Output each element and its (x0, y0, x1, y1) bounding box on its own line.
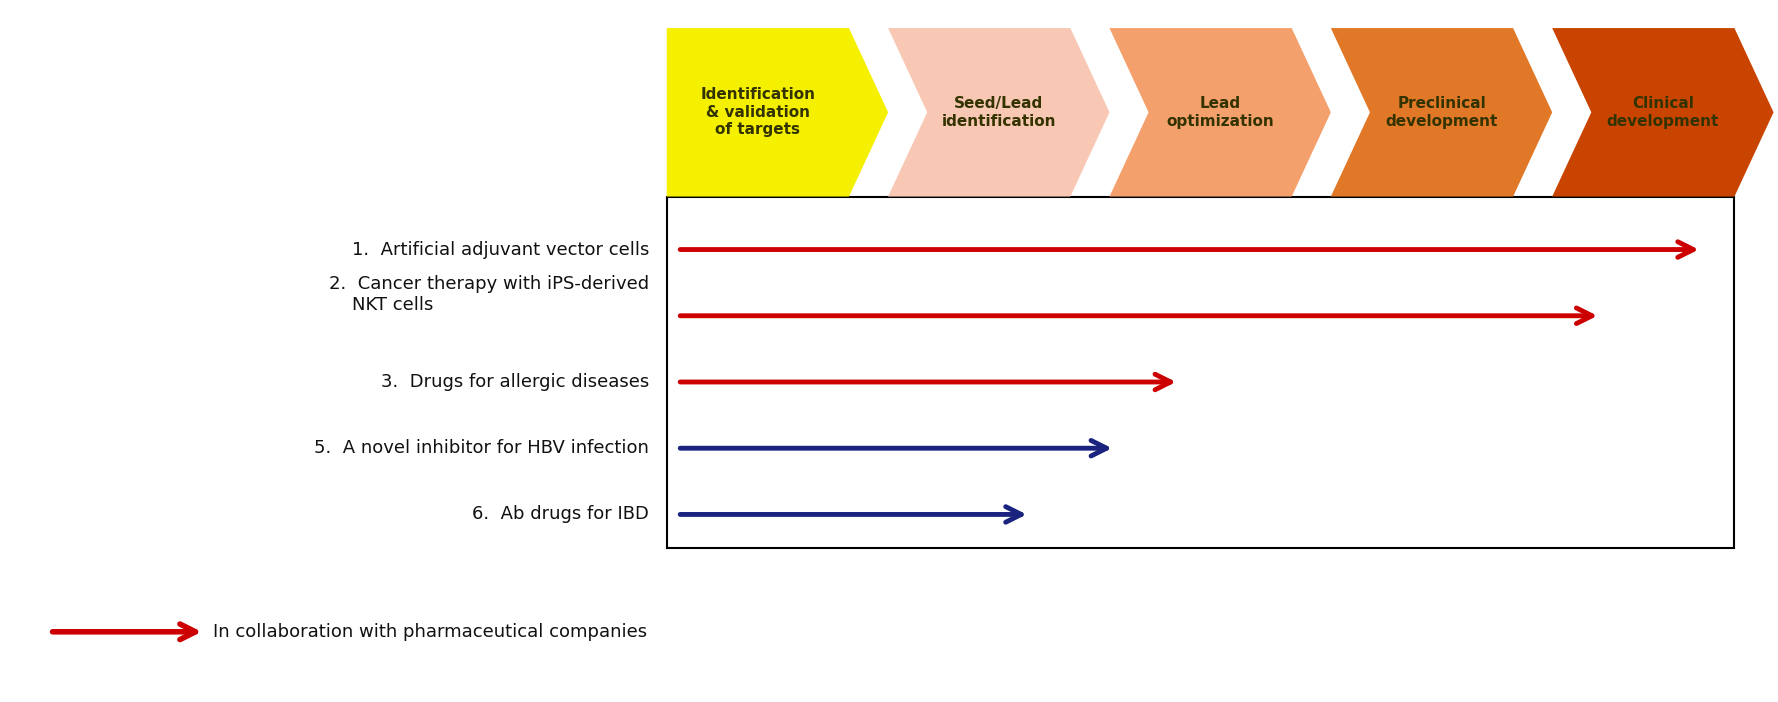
Text: 2.  Cancer therapy with iPS-derived
    NKT cells: 2. Cancer therapy with iPS-derived NKT c… (329, 275, 649, 314)
Text: Identification
& validation
of targets: Identification & validation of targets (701, 88, 816, 137)
Text: Lead
optimization: Lead optimization (1166, 96, 1275, 128)
Text: 5.  A novel inhibitor for HBV infection: 5. A novel inhibitor for HBV infection (315, 439, 649, 457)
Text: Preclinical
development: Preclinical development (1385, 96, 1497, 128)
Text: Seed/Lead
identification: Seed/Lead identification (942, 96, 1056, 128)
Text: 1.  Artificial adjuvant vector cells: 1. Artificial adjuvant vector cells (352, 241, 649, 258)
Text: 3.  Drugs for allergic diseases: 3. Drugs for allergic diseases (380, 373, 649, 391)
Text: In collaboration with pharmaceutical companies: In collaboration with pharmaceutical com… (213, 623, 647, 641)
Text: 6.  Ab drugs for IBD: 6. Ab drugs for IBD (473, 505, 649, 524)
Text: Clinical
development: Clinical development (1607, 96, 1719, 128)
